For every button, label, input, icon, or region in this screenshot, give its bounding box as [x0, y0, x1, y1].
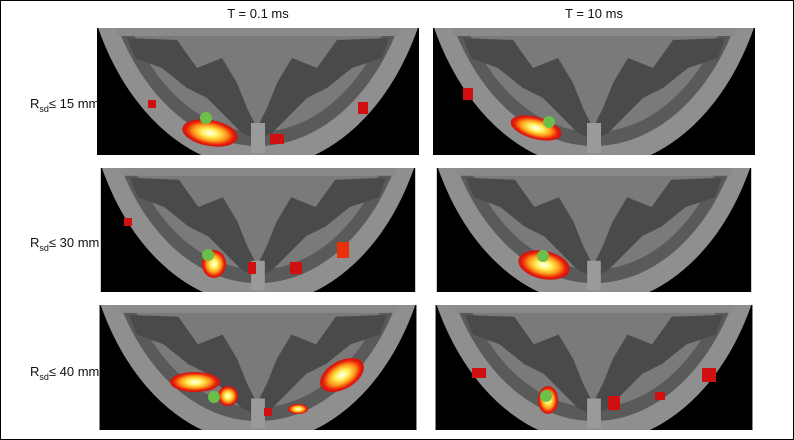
- activation-blob: [358, 102, 368, 114]
- brain-image: [97, 28, 419, 155]
- activation-blob: [270, 134, 284, 144]
- activation-blob: [264, 408, 272, 416]
- source-marker: [540, 390, 552, 402]
- activation-blob: [337, 242, 349, 258]
- column-title: T = 0.1 ms: [227, 6, 289, 21]
- source-marker: [208, 391, 220, 403]
- brain-image: [433, 28, 755, 155]
- row-label-text: Rsd≤ 40 mm: [30, 364, 99, 382]
- activation-blob: [170, 372, 220, 392]
- row-subscript: sd: [39, 372, 49, 382]
- row-suffix: ≤ 40 mm: [49, 364, 99, 379]
- column-title: T = 10 ms: [565, 6, 623, 21]
- activation-blob: [288, 404, 308, 414]
- row-subscript: sd: [39, 243, 49, 253]
- source-marker: [200, 112, 212, 124]
- row-label: Rsd≤ 15 mm Rsd≤ 30 mm Rsd≤ 40 mm: [30, 96, 99, 382]
- activation-blob: [518, 250, 570, 280]
- row-symbol: R: [30, 96, 39, 111]
- row-symbol: R: [30, 235, 39, 250]
- row-label-text: Rsd≤ 15 mm: [30, 96, 99, 114]
- source-marker: [202, 249, 214, 261]
- activation-blob: [182, 119, 238, 147]
- activation-blob: [655, 392, 665, 400]
- row-suffix: ≤ 15 mm: [49, 96, 99, 111]
- activation-blob: [320, 357, 364, 393]
- activation-blob: [290, 262, 302, 274]
- activation-blob: [702, 368, 716, 382]
- activation-blob: [218, 386, 238, 406]
- row-symbol: R: [30, 364, 39, 379]
- source-marker: [543, 116, 555, 128]
- row-suffix: ≤ 30 mm: [49, 235, 99, 250]
- activation-blob: [124, 218, 132, 226]
- source-marker: [537, 250, 549, 262]
- activation-blob: [472, 368, 486, 378]
- row-label-text: Rsd≤ 30 mm: [30, 235, 99, 253]
- activation-blob: [608, 396, 620, 410]
- activation-blob: [148, 100, 156, 108]
- activation-blob: [463, 88, 473, 100]
- activation-blob: [248, 262, 256, 274]
- row-subscript: sd: [39, 104, 49, 114]
